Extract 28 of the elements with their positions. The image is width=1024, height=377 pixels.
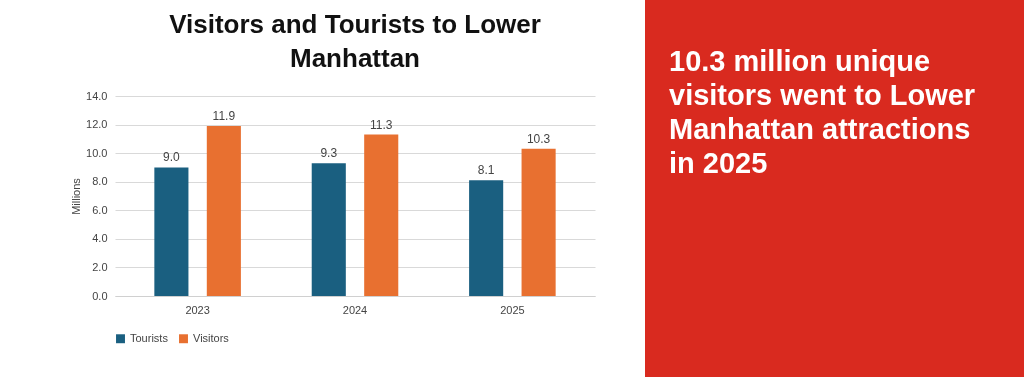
bar bbox=[206, 126, 241, 296]
y-tick-label: 10.0 bbox=[86, 146, 108, 159]
bar bbox=[154, 167, 189, 296]
legend-label: Tourists bbox=[130, 331, 169, 344]
data-label: 9.0 bbox=[163, 150, 181, 165]
y-tick-label: 0.0 bbox=[92, 289, 108, 302]
data-label: 11.3 bbox=[370, 117, 393, 132]
data-label: 8.1 bbox=[477, 163, 495, 178]
y-tick-label: 14.0 bbox=[86, 89, 108, 102]
bar bbox=[469, 180, 504, 296]
bar bbox=[311, 163, 346, 296]
bar bbox=[521, 148, 556, 296]
x-tick-label: 2025 bbox=[500, 303, 525, 316]
data-label: 10.3 bbox=[526, 131, 551, 146]
legend-label: Visitors bbox=[193, 331, 230, 344]
x-tick-label: 2023 bbox=[185, 303, 210, 316]
y-tick-label: 4.0 bbox=[92, 232, 108, 245]
y-tick-label: 8.0 bbox=[92, 175, 108, 188]
chart-title: Visitors and Tourists to Lower Manhattan bbox=[169, 9, 541, 73]
bar bbox=[364, 134, 399, 296]
y-tick-label: 2.0 bbox=[92, 260, 108, 273]
x-tick-label: 2024 bbox=[342, 303, 368, 316]
data-label: 11.9 bbox=[212, 109, 236, 123]
data-label: 9.3 bbox=[320, 146, 338, 161]
y-tick-label: 6.0 bbox=[92, 203, 108, 216]
y-axis-title: Millions bbox=[70, 177, 83, 215]
side-panel: 10.3 million unique visitors went to Lower Manhattan attractions in 2025 bbox=[645, 0, 1024, 377]
y-tick-label: 12.0 bbox=[86, 118, 108, 131]
